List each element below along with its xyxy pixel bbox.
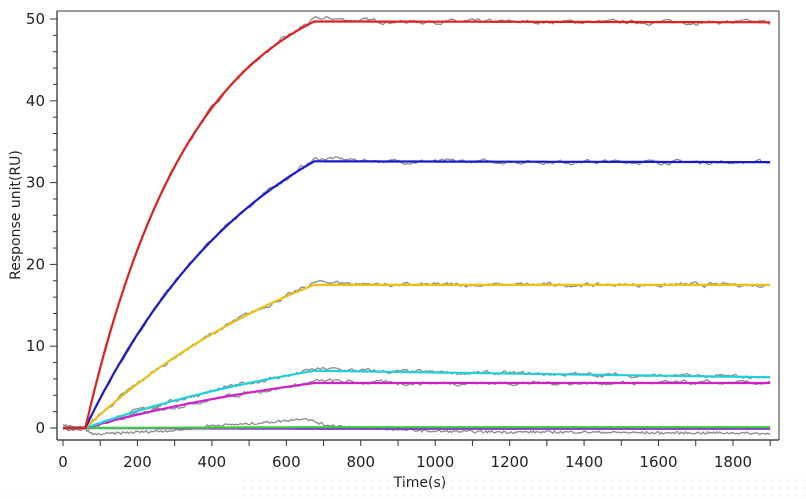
fit-curve-yellow — [63, 283, 771, 430]
fit-curve-cyan — [63, 369, 771, 430]
dotted-overlay-bottom — [0, 492, 806, 499]
fit-curve-green — [63, 426, 771, 430]
y-tick-label: 30 — [26, 174, 45, 192]
fit-curve-red — [63, 20, 771, 430]
raw-trace-magenta — [62, 378, 771, 431]
y-ticks: 0 10 20 30 40 50 — [26, 10, 57, 437]
raw-trace-blue — [62, 155, 771, 430]
x-tick-label: 800 — [346, 453, 375, 471]
x-tick-label: 600 — [272, 453, 301, 471]
fit-curve-magenta — [63, 381, 771, 430]
dotted-overlay — [240, 476, 806, 492]
x-tick-label: 1400 — [565, 453, 603, 471]
x-tick-label: 400 — [198, 453, 227, 471]
x-tick-label: 0 — [58, 453, 68, 471]
fit-curve-blue — [63, 160, 771, 430]
data-traces — [62, 15, 771, 436]
x-tick-label: 1800 — [714, 453, 752, 471]
y-axis-title: Response unit(RU) — [8, 150, 24, 280]
y-tick-label: 0 — [35, 419, 45, 437]
y-tick-label: 50 — [26, 10, 45, 28]
x-tick-label: 1200 — [491, 453, 529, 471]
raw-trace-low — [62, 417, 771, 436]
x-tick-label: 1000 — [416, 453, 454, 471]
x-tick-label: 200 — [123, 453, 152, 471]
raw-trace-red — [62, 15, 771, 430]
raw-trace-cyan — [62, 366, 771, 432]
y-tick-label: 20 — [26, 255, 45, 273]
y-tick-label: 40 — [26, 92, 45, 110]
x-tick-label: 1600 — [639, 453, 677, 471]
y-tick-label: 10 — [26, 337, 45, 355]
x-ticks: 0 200 400 600 800 1000 1200 1400 1600 1800 — [58, 440, 771, 471]
